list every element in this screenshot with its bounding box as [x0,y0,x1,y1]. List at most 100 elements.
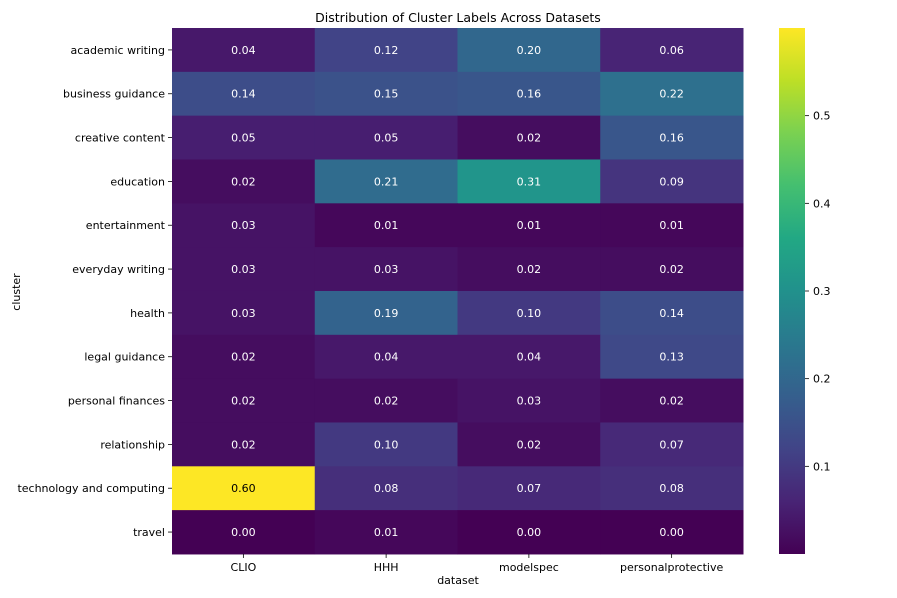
cell-value-label: 0.04 [517,351,542,364]
heatmap-cell [457,466,601,511]
heatmap-cell [314,115,458,160]
cell-value-label: 0.03 [517,395,542,408]
y-tick-label: travel [133,526,165,539]
x-axis-label: dataset [437,574,479,587]
heatmap-cell [600,203,744,248]
cell-value-label: 0.03 [231,263,256,276]
cell-value-label: 0.21 [374,175,399,188]
heatmap-cell [600,466,744,511]
heatmap-cell [172,28,316,73]
heatmap-cell [457,510,601,555]
heatmap-cell [600,115,744,160]
y-axis-label: cluster [10,273,23,311]
cell-value-label: 0.08 [659,482,684,495]
x-tick-label: HHH [374,561,399,574]
cell-value-label: 0.02 [231,395,256,408]
heatmap-cell [314,378,458,423]
cell-value-label: 0.13 [659,351,684,364]
cell-value-label: 0.02 [231,438,256,451]
heatmap-cell [457,71,601,117]
heatmap-cell [172,71,316,117]
cell-value-label: 0.02 [659,263,684,276]
x-tick-label: CLIO [231,561,257,574]
cell-value-label: 0.02 [517,263,542,276]
heatmap-cell [600,334,744,380]
heatmap-cell [600,247,744,292]
heatmap-cell [172,290,316,336]
y-tick-label: academic writing [71,44,166,57]
heatmap-cell [457,422,601,467]
chart-title: Distribution of Cluster Labels Across Da… [315,10,601,25]
cell-value-label: 0.07 [517,482,542,495]
cell-value-label: 0.31 [517,175,542,188]
heatmap-cell [457,159,601,204]
cell-value-label: 0.02 [659,395,684,408]
y-tick-label: relationship [100,438,165,451]
heatmap-cell [172,203,316,248]
cell-value-label: 0.06 [659,44,684,57]
heatmap-cell [314,290,458,336]
cell-value-label: 0.01 [374,219,399,232]
y-axis-ticks: academic writing business guidance creativ… [17,44,172,539]
cell-value-label: 0.60 [231,482,256,495]
heatmap-cell [314,466,458,511]
heatmap-value-labels: 0.04 0.12 0.20 0.06 0.14 0.15 0.16 0.22 0.05 0.05… [231,44,684,539]
heatmap-cell [314,422,458,467]
cell-value-label: 0.07 [659,438,684,451]
heatmap-cell [457,290,601,336]
heatmap-cell [600,71,744,117]
cell-value-label: 0.20 [517,44,542,57]
cell-value-label: 0.22 [659,88,684,101]
y-tick-label: personal finances [68,395,165,408]
cell-value-label: 0.04 [231,44,256,57]
heatmap-cell [457,247,601,292]
cell-value-label: 0.02 [517,438,542,451]
x-tick-label: personalprotective [620,561,724,574]
colorbar-tick-label: 0.2 [813,373,831,386]
heatmap-cell [600,378,744,423]
cell-value-label: 0.04 [374,351,399,364]
heatmap-cell [314,247,458,292]
heatmap-cell [172,510,316,555]
x-axis-ticks: CLIO HHH modelspec personalprotective [231,553,724,574]
heatmap-cells [172,28,744,555]
cell-value-label: 0.01 [374,526,399,539]
y-tick-label: creative content [75,132,166,145]
colorbar-tick-label: 0.4 [813,197,831,210]
heatmap-cell [172,159,316,204]
heatmap-cell [172,247,316,292]
cell-value-label: 0.16 [517,88,542,101]
cell-value-label: 0.14 [231,88,256,101]
cell-value-label: 0.02 [231,175,256,188]
heatmap-cell [172,334,316,380]
heatmap-cell [457,334,601,380]
heatmap-cell [172,422,316,467]
cell-value-label: 0.10 [517,307,542,320]
cell-value-label: 0.00 [659,526,684,539]
cell-value-label: 0.00 [517,526,542,539]
colorbar-tick-label: 0.3 [813,285,831,298]
cell-value-label: 0.03 [231,219,256,232]
y-tick-label: education [110,175,165,188]
cell-value-label: 0.02 [231,351,256,364]
cell-value-label: 0.09 [659,175,684,188]
cell-value-label: 0.00 [231,526,256,539]
colorbar-ticks: 0.1 0.2 0.3 0.4 0.5 [805,110,831,473]
heatmap-cell [600,422,744,467]
x-tick-label: modelspec [499,561,559,574]
y-tick-label: everyday writing [72,263,165,276]
colorbar-tick-label: 0.1 [813,460,831,473]
heatmap-cell [457,378,601,423]
cell-value-label: 0.02 [374,395,399,408]
cell-value-label: 0.01 [517,219,542,232]
cell-value-label: 0.12 [374,44,399,57]
heatmap-cell [457,115,601,160]
cell-value-label: 0.15 [374,88,399,101]
cell-value-label: 0.10 [374,438,399,451]
heatmap-cell [172,378,316,423]
cell-value-label: 0.03 [231,307,256,320]
cell-value-label: 0.16 [659,132,684,145]
heatmap-cell [600,290,744,336]
cell-value-label: 0.08 [374,482,399,495]
